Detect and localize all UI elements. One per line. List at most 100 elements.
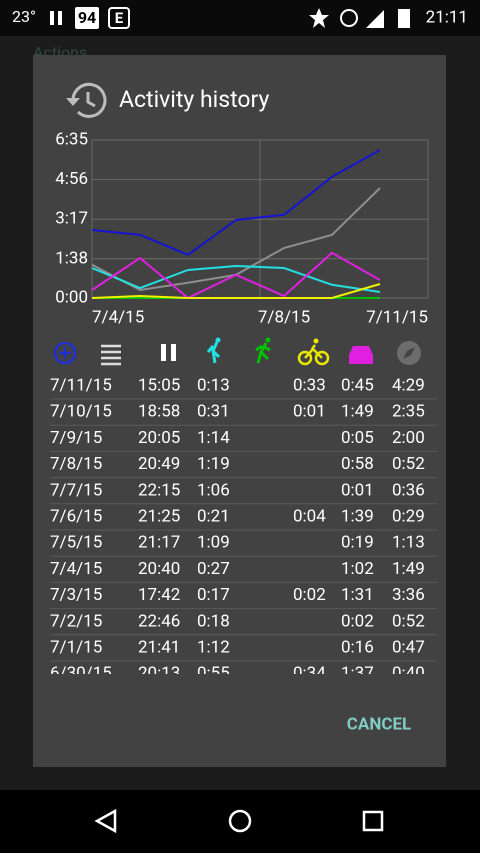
table-cell: 0:33	[293, 375, 326, 395]
x-tick-label: 7/8/15	[258, 307, 310, 327]
table-cell: 0:19	[341, 533, 374, 553]
table-cell: 2:35	[392, 402, 425, 422]
status-time: 21:11	[426, 7, 468, 27]
history-icon	[66, 82, 107, 118]
pause-icon	[58, 11, 62, 25]
y-tick-label: 3:17	[55, 209, 88, 229]
table-cell: 0:29	[392, 506, 425, 526]
table-cell: 7/5/15	[50, 533, 102, 553]
table-cell: 20:40	[138, 559, 180, 579]
table-cell: 17:42	[138, 585, 180, 605]
series-line	[91, 149, 381, 256]
table-cell: 7/6/15	[50, 506, 102, 526]
table-cell: 1:06	[197, 480, 230, 500]
table-cell: 0:18	[197, 611, 230, 631]
cancel-button[interactable]: CANCEL	[347, 714, 411, 734]
table-cell: 0:55	[197, 664, 230, 684]
series-line	[91, 283, 381, 299]
table-cell: 7/2/15	[50, 611, 102, 631]
table-cell: 1:19	[197, 454, 230, 474]
table-cell: 0:40	[392, 664, 425, 684]
status-temperature: 23°	[12, 7, 36, 26]
table-cell: 21:41	[138, 637, 180, 657]
table-cell: 20:05	[138, 428, 180, 448]
table-cell: 1:14	[197, 428, 230, 448]
series-line	[91, 251, 381, 300]
table-cell: 0:52	[392, 454, 425, 474]
series-line	[91, 264, 381, 293]
dialog	[33, 55, 446, 767]
alarm-icon	[340, 9, 358, 27]
table-cell: 21:25	[138, 506, 180, 526]
table-cell: 7/11/15	[50, 375, 112, 395]
table-cell: 1:31	[341, 585, 374, 605]
table-cell: 15:05	[138, 375, 180, 395]
table-cell: 0:21	[197, 506, 230, 526]
table-cell: 0:52	[392, 611, 425, 631]
y-tick-label: 6:35	[55, 129, 88, 149]
star-icon	[309, 8, 329, 28]
table-cell: 0:58	[341, 454, 374, 474]
table-cell: 0:01	[341, 480, 374, 500]
nav-home[interactable]	[228, 809, 252, 833]
dialog-title: Activity history	[119, 86, 270, 113]
table-cell: 7/1/15	[50, 637, 102, 657]
table-cell: 22:15	[138, 480, 180, 500]
table-cell: 1:49	[341, 402, 374, 422]
table-cell: 2:00	[392, 428, 425, 448]
table-cell: 20:49	[138, 454, 180, 474]
table-cell: 0:02	[293, 585, 326, 605]
table-cell: 7/9/15	[50, 428, 102, 448]
table-cell: 0:05	[341, 428, 374, 448]
history-table: 7/11/15 15:05 0:13 0:33 0:45 4:29 7/10/15 18:58…	[50, 375, 437, 684]
nav-bar	[0, 790, 480, 853]
table-cell: 0:13	[197, 375, 230, 395]
table-cell: 0:02	[341, 611, 374, 631]
letter-box	[108, 7, 130, 29]
table-cell: 7/4/15	[50, 559, 102, 579]
table-cell: 0:01	[293, 402, 326, 422]
table-cell: 0:47	[392, 637, 425, 657]
table-cell: 1:09	[197, 533, 230, 553]
table-cell: 0:36	[392, 480, 425, 500]
table-cell: 4:29	[392, 375, 425, 395]
table-cell: 7/3/15	[50, 585, 102, 605]
table-cell: 20:13	[138, 664, 180, 684]
table-cell: 0:04	[293, 506, 326, 526]
table-cell: 7/7/15	[50, 480, 102, 500]
table-cell: 0:31	[197, 402, 230, 422]
table-cell: 18:58	[138, 402, 180, 422]
table-cell: 0:16	[341, 637, 374, 657]
table-cell: 1:13	[392, 533, 425, 553]
table-cell: 21:17	[138, 533, 180, 553]
table-cell: 1:12	[197, 637, 230, 657]
battery-icon	[398, 9, 410, 28]
table-cell: 0:17	[197, 585, 230, 605]
table-cell: 1:49	[392, 559, 425, 579]
table-cell: 1:39	[341, 506, 374, 526]
x-tick-label: 7/4/15	[92, 307, 144, 327]
column-icons	[53, 337, 421, 366]
table-cell: 0:27	[197, 559, 230, 579]
y-tick-label: 0:00	[55, 287, 88, 307]
badge-box	[75, 7, 99, 29]
signal-icon	[366, 10, 384, 28]
status-badge: 94	[78, 8, 96, 27]
table-cell: 0:45	[341, 375, 374, 395]
table-cell: 7/10/15	[50, 402, 112, 422]
pause-icon	[50, 11, 54, 25]
x-tick-label: 7/11/15	[366, 307, 428, 327]
table-cell: 22:46	[138, 611, 180, 631]
table-cell: 3:36	[392, 585, 425, 605]
table-cell: 1:02	[341, 559, 374, 579]
y-tick-label: 1:38	[55, 248, 88, 268]
status-letter: E	[115, 9, 124, 27]
table-cell: 1:37	[341, 664, 374, 684]
nav-back[interactable]	[94, 808, 117, 834]
table-cell: 6/30/15	[50, 664, 112, 684]
table-cell: 0:34	[293, 664, 326, 684]
y-tick-label: 4:56	[55, 169, 88, 189]
nav-recents[interactable]	[362, 810, 384, 832]
